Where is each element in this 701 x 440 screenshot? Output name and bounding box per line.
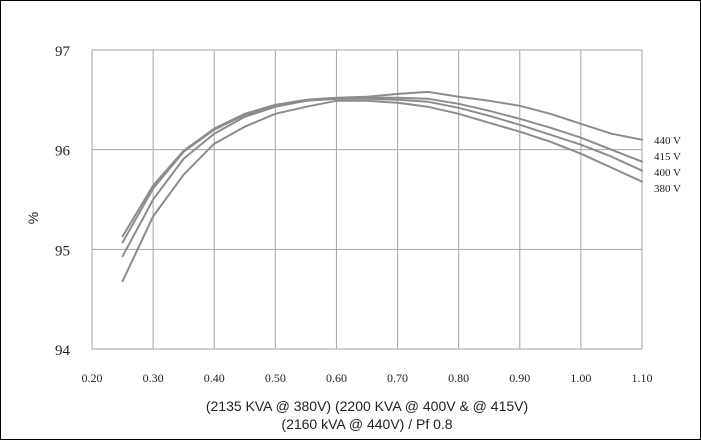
x-tick-label: 0.40 — [204, 371, 225, 385]
series-labels: 440 V 415 V 400 V 380 V — [654, 135, 681, 195]
x-tick-label: 0.60 — [326, 371, 347, 385]
x-tick-label: 0.70 — [387, 371, 408, 385]
x-tick-label: 1.00 — [570, 371, 591, 385]
series-label: 380 V — [654, 183, 681, 195]
x-tick-label: 0.80 — [448, 371, 469, 385]
series-label: 415 V — [654, 151, 681, 163]
y-tick-label: 95 — [55, 243, 70, 259]
series-lines — [121, 90, 643, 283]
series-label: 440 V — [654, 135, 681, 147]
tick-labels: 0.20 0.30 0.40 0.50 0.60 0.70 0.80 0.90 1.00 1.10… — [55, 44, 653, 385]
y-tick-label: 96 — [55, 144, 71, 160]
x-tick-label: 0.90 — [509, 371, 530, 385]
y-tick-label: 97 — [55, 44, 71, 60]
x-axis-label-line-2: (2160 kVA @ 440V) / Pf 0.8 — [281, 416, 452, 432]
x-axis-label-line-1: (2135 KVA @ 380V) (2200 KVA @ 400V & @ 4… — [206, 398, 528, 414]
y-axis-label: % — [25, 212, 41, 224]
x-tick-label: 0.30 — [143, 371, 164, 385]
series-line-415v — [121, 96, 643, 244]
series-line-380v — [121, 99, 643, 283]
x-tick-label: 0.50 — [265, 371, 286, 385]
series-label: 400 V — [654, 167, 681, 179]
x-tick-label: 0.20 — [82, 371, 103, 385]
x-tick-label: 1.10 — [632, 371, 653, 385]
y-tick-label: 94 — [55, 343, 71, 359]
series-line-400v — [121, 97, 643, 258]
